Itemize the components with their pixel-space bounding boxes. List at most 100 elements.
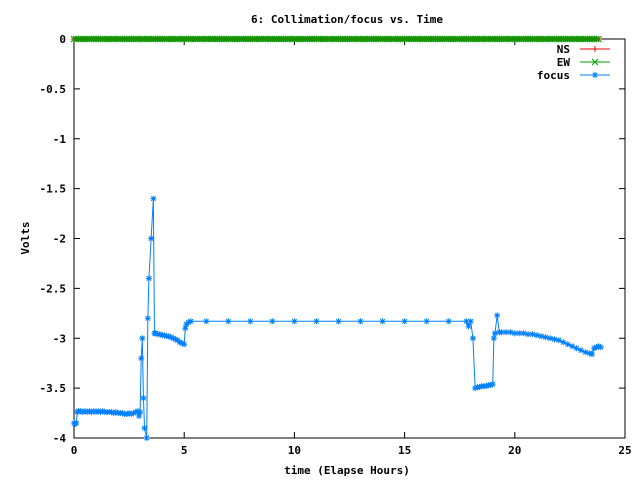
point-focus: [165, 333, 172, 340]
point-focus: [178, 340, 185, 347]
point-focus: [423, 318, 430, 325]
y-tick-label: -2.5: [40, 282, 67, 295]
point-focus: [84, 409, 91, 416]
point-focus: [591, 345, 598, 352]
point-focus: [577, 347, 584, 354]
point-focus: [90, 408, 97, 415]
point-focus: [467, 318, 474, 325]
point-focus: [108, 409, 115, 416]
point-focus: [141, 425, 148, 432]
x-tick-label: 5: [181, 444, 188, 457]
point-focus: [487, 382, 494, 389]
axis-ticks: 0 5 10 15 20 25 0 -0.5 -1 -1.5 -2 -2.5 -3 -3.5 -4: [40, 33, 632, 457]
point-focus: [463, 318, 470, 325]
point-focus: [445, 318, 452, 325]
point-focus: [185, 319, 192, 326]
point-focus: [502, 329, 509, 336]
point-EW: [592, 35, 600, 43]
point-focus: [483, 383, 490, 390]
point-focus: [112, 409, 119, 416]
point-focus: [269, 318, 276, 325]
point-focus: [77, 408, 84, 415]
point-focus: [132, 409, 139, 416]
point-focus: [225, 318, 232, 325]
x-tick-label: 0: [71, 444, 78, 457]
point-focus: [465, 323, 472, 330]
point-focus: [176, 339, 183, 346]
point-focus: [401, 318, 408, 325]
point-focus: [551, 336, 558, 343]
point-focus: [560, 339, 567, 346]
point-focus: [187, 318, 194, 325]
point-focus: [95, 408, 102, 415]
x-tick-label: 10: [288, 444, 301, 457]
point-focus: [588, 351, 595, 358]
point-focus: [516, 330, 523, 337]
point-focus: [167, 334, 174, 341]
point-focus: [498, 329, 505, 336]
point-focus: [569, 343, 576, 350]
legend-marker-focus: [592, 72, 598, 78]
point-focus: [137, 409, 144, 416]
point-focus: [138, 355, 145, 362]
y-tick-label: -2: [53, 233, 66, 246]
point-focus: [119, 410, 126, 417]
point-focus: [99, 408, 106, 415]
point-focus: [130, 410, 137, 417]
y-tick-label: -0.5: [40, 83, 67, 96]
point-focus: [79, 409, 86, 416]
point-focus: [136, 413, 143, 420]
point-focus: [140, 395, 147, 402]
x-axis-label: time (Elapse Hours): [284, 464, 410, 477]
point-focus: [476, 384, 483, 391]
point-focus: [172, 336, 179, 343]
point-focus: [547, 335, 554, 342]
point-focus: [148, 235, 155, 242]
point-focus: [73, 420, 80, 427]
point-focus: [489, 381, 496, 388]
point-focus: [82, 408, 89, 415]
point-focus: [143, 435, 150, 441]
point-focus: [491, 330, 498, 337]
point-focus: [93, 409, 100, 416]
y-tick-label: 0: [59, 33, 66, 46]
chart-title: 6: Collimation/focus vs. Time: [251, 13, 443, 26]
legend-marker-NS: [592, 46, 598, 52]
point-focus: [97, 409, 104, 416]
point-focus: [182, 325, 189, 332]
point-focus: [490, 335, 497, 342]
legend-marker-EW: [591, 58, 599, 66]
x-tick-label: 15: [398, 444, 411, 457]
point-focus: [529, 331, 536, 338]
y-tick-label: -1.5: [40, 183, 67, 196]
point-focus: [357, 318, 364, 325]
point-focus: [582, 349, 589, 356]
point-focus: [564, 341, 571, 348]
y-tick-label: -3.5: [40, 382, 67, 395]
point-focus: [507, 329, 514, 336]
point-focus: [472, 385, 479, 392]
point-focus: [593, 344, 600, 351]
y-tick-label: -1: [53, 133, 67, 146]
point-focus: [144, 315, 151, 322]
point-focus: [494, 312, 501, 319]
point-focus: [533, 332, 540, 339]
point-focus: [181, 341, 188, 348]
point-focus: [525, 331, 532, 338]
point-focus: [469, 335, 476, 342]
point-focus: [247, 318, 254, 325]
point-focus: [126, 410, 133, 417]
point-focus: [161, 332, 168, 339]
point-focus: [150, 195, 157, 202]
point-focus: [586, 350, 593, 357]
point-focus: [291, 318, 298, 325]
point-focus: [520, 330, 527, 337]
point-focus: [134, 408, 141, 415]
x-tick-label: 25: [618, 444, 631, 457]
point-focus: [170, 335, 177, 342]
point-focus: [86, 408, 93, 415]
point-focus: [379, 318, 386, 325]
series-markers: [70, 35, 604, 441]
